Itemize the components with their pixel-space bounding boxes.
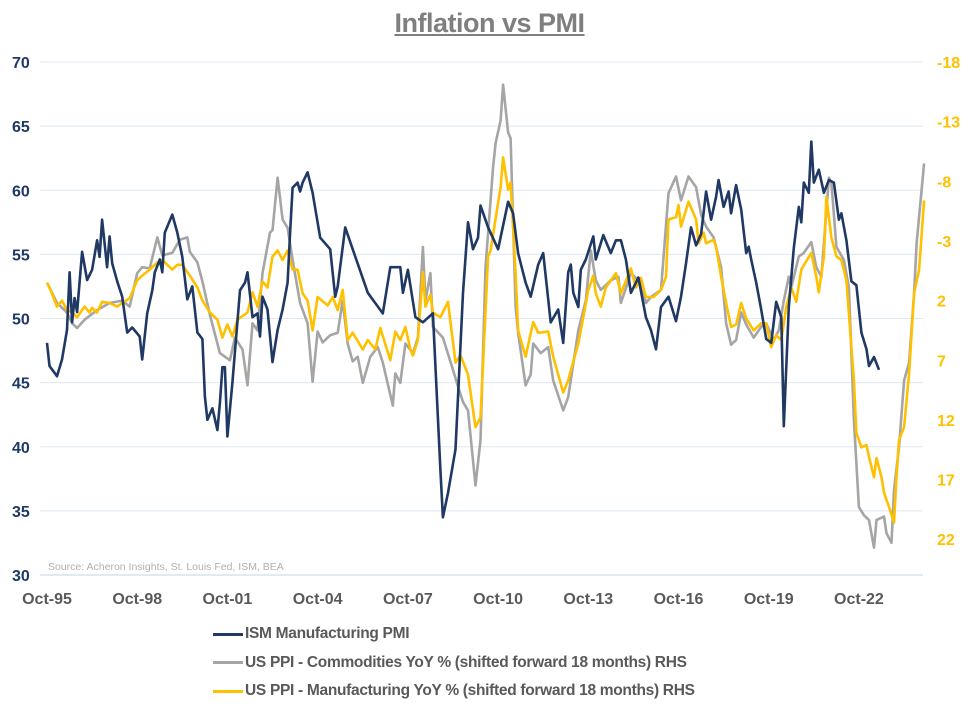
left-axis-tick-label: 45 [12, 376, 30, 393]
right-axis-tick-label: 12 [937, 413, 955, 430]
legend-item-pmi: ISM Manufacturing PMI [213, 620, 695, 649]
series-line-ppi-manufacturing [45, 156, 926, 524]
left-axis-tick-label: 35 [12, 504, 30, 521]
x-axis-tick-label: Oct-22 [834, 591, 884, 608]
x-axis-tick-label: Oct-13 [563, 591, 613, 608]
right-axis-tick-label: -3 [937, 234, 951, 251]
left-axis-tick-label: 40 [12, 440, 30, 457]
right-axis-ticks: -18 -13 -8 -3 2 7 12 17 22 [937, 55, 960, 549]
legend-label-ppi-manufacturing: US PPI - Manufacturing YoY % (shifted fo… [245, 682, 695, 700]
right-axis-tick-label: 17 [937, 473, 955, 490]
x-axis-tick-label: Oct-07 [383, 591, 433, 608]
series-line-pmi [45, 140, 881, 519]
legend-item-ppi-commodities: US PPI - Commodities YoY % (shifted forw… [213, 649, 695, 678]
left-axis-tick-label: 70 [12, 55, 30, 72]
gridlines [40, 61, 923, 576]
legend-swatch-ppi-commodities [213, 661, 243, 665]
x-axis-tick-label: Oct-95 [22, 591, 72, 608]
x-axis-ticks: Oct-95 Oct-98 Oct-01 Oct-04 Oct-07 Oct-10 Oct-… [22, 591, 884, 608]
right-axis-tick-label: -13 [937, 115, 960, 132]
series-lines [45, 83, 926, 549]
right-axis-tick-label: -18 [937, 55, 960, 72]
x-axis-tick-label: Oct-10 [473, 591, 523, 608]
left-axis-tick-label: 30 [12, 568, 30, 585]
x-axis-tick-label: Oct-16 [654, 591, 704, 608]
legend-item-ppi-manufacturing: US PPI - Manufacturing YoY % (shifted fo… [213, 677, 695, 706]
left-axis-ticks: 30 35 40 45 50 55 60 65 70 [12, 55, 30, 585]
legend-label-ppi-commodities: US PPI - Commodities YoY % (shifted forw… [245, 653, 687, 671]
legend: ISM Manufacturing PMI US PPI - Commoditi… [213, 620, 695, 706]
legend-swatch-pmi [213, 632, 243, 636]
right-axis-tick-label: -8 [937, 174, 951, 191]
right-axis-tick-label: 7 [937, 353, 946, 370]
left-axis-tick-label: 55 [12, 247, 30, 264]
left-axis-tick-label: 50 [12, 312, 30, 329]
legend-label-pmi: ISM Manufacturing PMI [245, 625, 410, 643]
x-axis-tick-label: Oct-98 [112, 591, 162, 608]
source-note: Source: Acheron Insights, St. Louis Fed,… [48, 561, 284, 573]
x-axis-tick-label: Oct-04 [293, 591, 343, 608]
x-axis-tick-label: Oct-01 [203, 591, 253, 608]
right-axis-tick-label: 2 [937, 294, 946, 311]
chart-title: Inflation vs PMI [394, 8, 585, 38]
left-axis-tick-label: 60 [12, 183, 30, 200]
legend-swatch-ppi-manufacturing [213, 689, 243, 693]
x-axis-tick-label: Oct-19 [744, 591, 794, 608]
right-axis-tick-label: 22 [937, 532, 955, 549]
left-axis-tick-label: 65 [12, 119, 30, 136]
